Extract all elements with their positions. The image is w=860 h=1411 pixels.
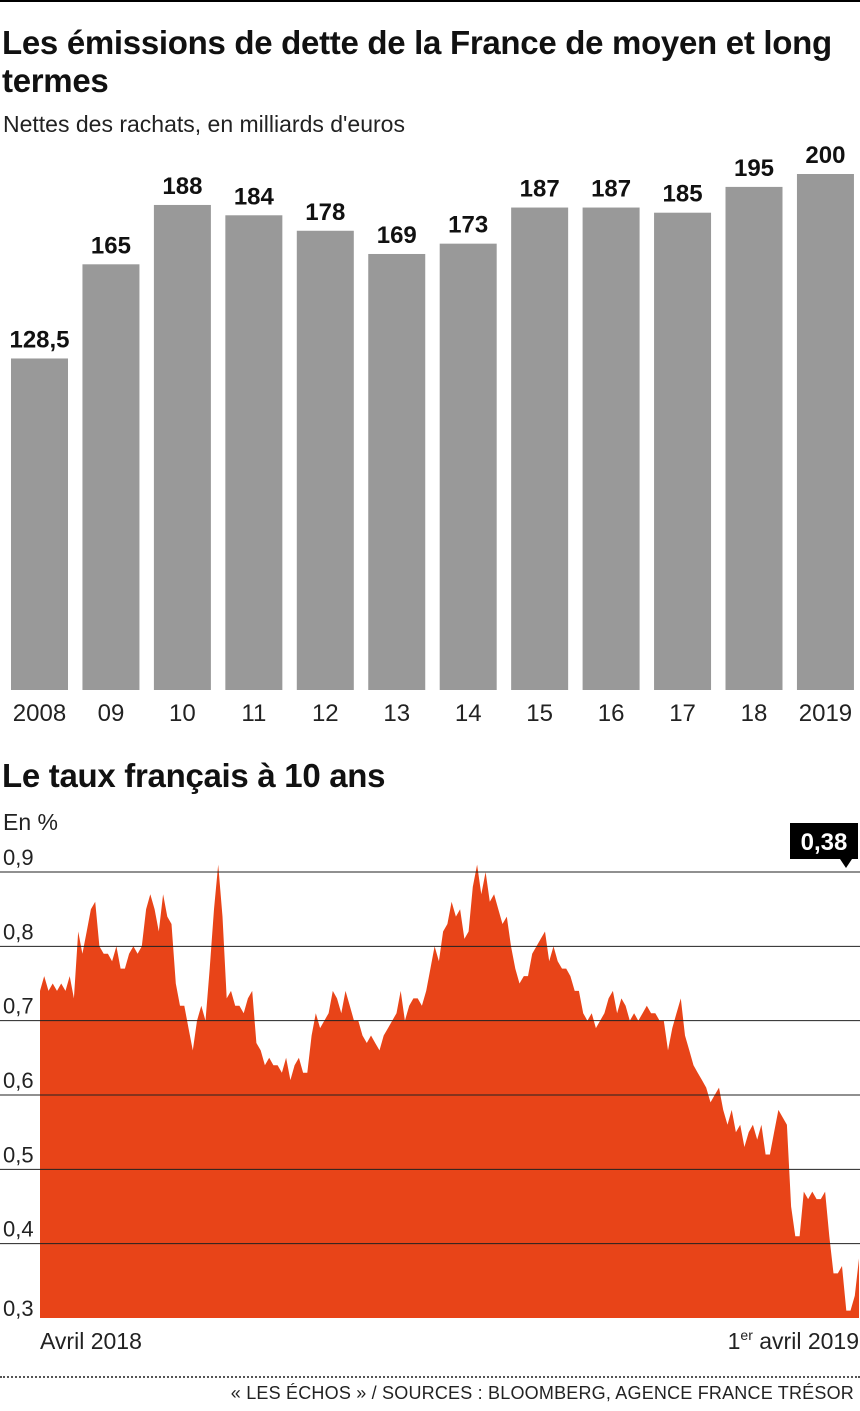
bar-value-label: 169	[377, 222, 417, 249]
bar-category-label: 13	[383, 700, 410, 727]
bar-15	[511, 207, 569, 691]
bar-category-label: 15	[526, 700, 553, 727]
y-tick-label: 0,5	[3, 1142, 34, 1167]
y-tick-label: 0,3	[3, 1296, 34, 1321]
bar-value-label: 178	[305, 199, 345, 226]
bar-value-label: 195	[734, 155, 774, 182]
bar-value-label: 184	[234, 183, 275, 210]
bar-category-label: 2019	[799, 700, 852, 727]
last-value-callout	[790, 823, 858, 868]
bar-value-label: 188	[162, 173, 202, 200]
x-end-label: 1er avril 2019	[728, 1327, 859, 1354]
bar-2019	[796, 174, 854, 690]
bar-category-label: 12	[312, 700, 339, 727]
bar-value-label: 187	[520, 176, 560, 203]
bar-17	[654, 212, 712, 690]
bar-category-label: 16	[598, 700, 625, 727]
bar-11	[225, 215, 283, 690]
bar-category-label: 09	[98, 700, 125, 727]
bar-category-label: 17	[669, 700, 696, 727]
x-start-label: Avril 2018	[40, 1328, 142, 1354]
bar-value-label: 200	[805, 142, 845, 169]
y-tick-label: 0,4	[3, 1217, 34, 1242]
bar-category-label: 11	[241, 700, 266, 727]
source-credit: « LES ÉCHOS » / SOURCES : BLOOMBERG, AGE…	[230, 1383, 854, 1403]
y-tick-label: 0,7	[3, 994, 34, 1019]
y-tick-label: 0,6	[3, 1068, 34, 1093]
bar-category-label: 10	[169, 700, 196, 727]
bar-category-label: 18	[741, 700, 768, 727]
y-tick-label: 0,8	[3, 919, 34, 944]
line-chart-unit-label: En %	[3, 809, 58, 835]
bar-10	[153, 204, 211, 690]
bar-2008	[11, 358, 68, 690]
y-tick-label: 0,9	[3, 845, 34, 870]
bar-category-label: 2008	[13, 700, 66, 727]
bar-14	[439, 243, 497, 690]
bar-value-label: 128,5	[9, 326, 69, 353]
bar-12	[296, 230, 354, 690]
rate-area-series	[40, 864, 859, 1318]
bar-value-label: 187	[591, 176, 631, 203]
source-divider	[0, 1376, 860, 1378]
bar-chart-title: Les émissions de dette de la France de m…	[2, 24, 832, 99]
bar-13	[368, 253, 426, 691]
bar-16	[582, 207, 640, 691]
bar-chart-subtitle: Nettes des rachats, en milliards d'euros	[3, 111, 405, 137]
bar-09	[82, 264, 140, 690]
bar-value-label: 165	[91, 232, 131, 259]
line-chart-title: Le taux français à 10 ans	[2, 757, 386, 794]
bar-chart: 128,5 2008 165 09 188 10 184 11 178 12 169 13 173 14 1…	[9, 142, 854, 727]
last-value-label: 0,38	[801, 829, 848, 856]
bar-value-label: 173	[448, 212, 488, 239]
bar-category-label: 14	[455, 700, 482, 727]
top-rule	[0, 0, 860, 2]
bar-value-label: 185	[663, 181, 703, 208]
bar-18	[725, 186, 783, 690]
